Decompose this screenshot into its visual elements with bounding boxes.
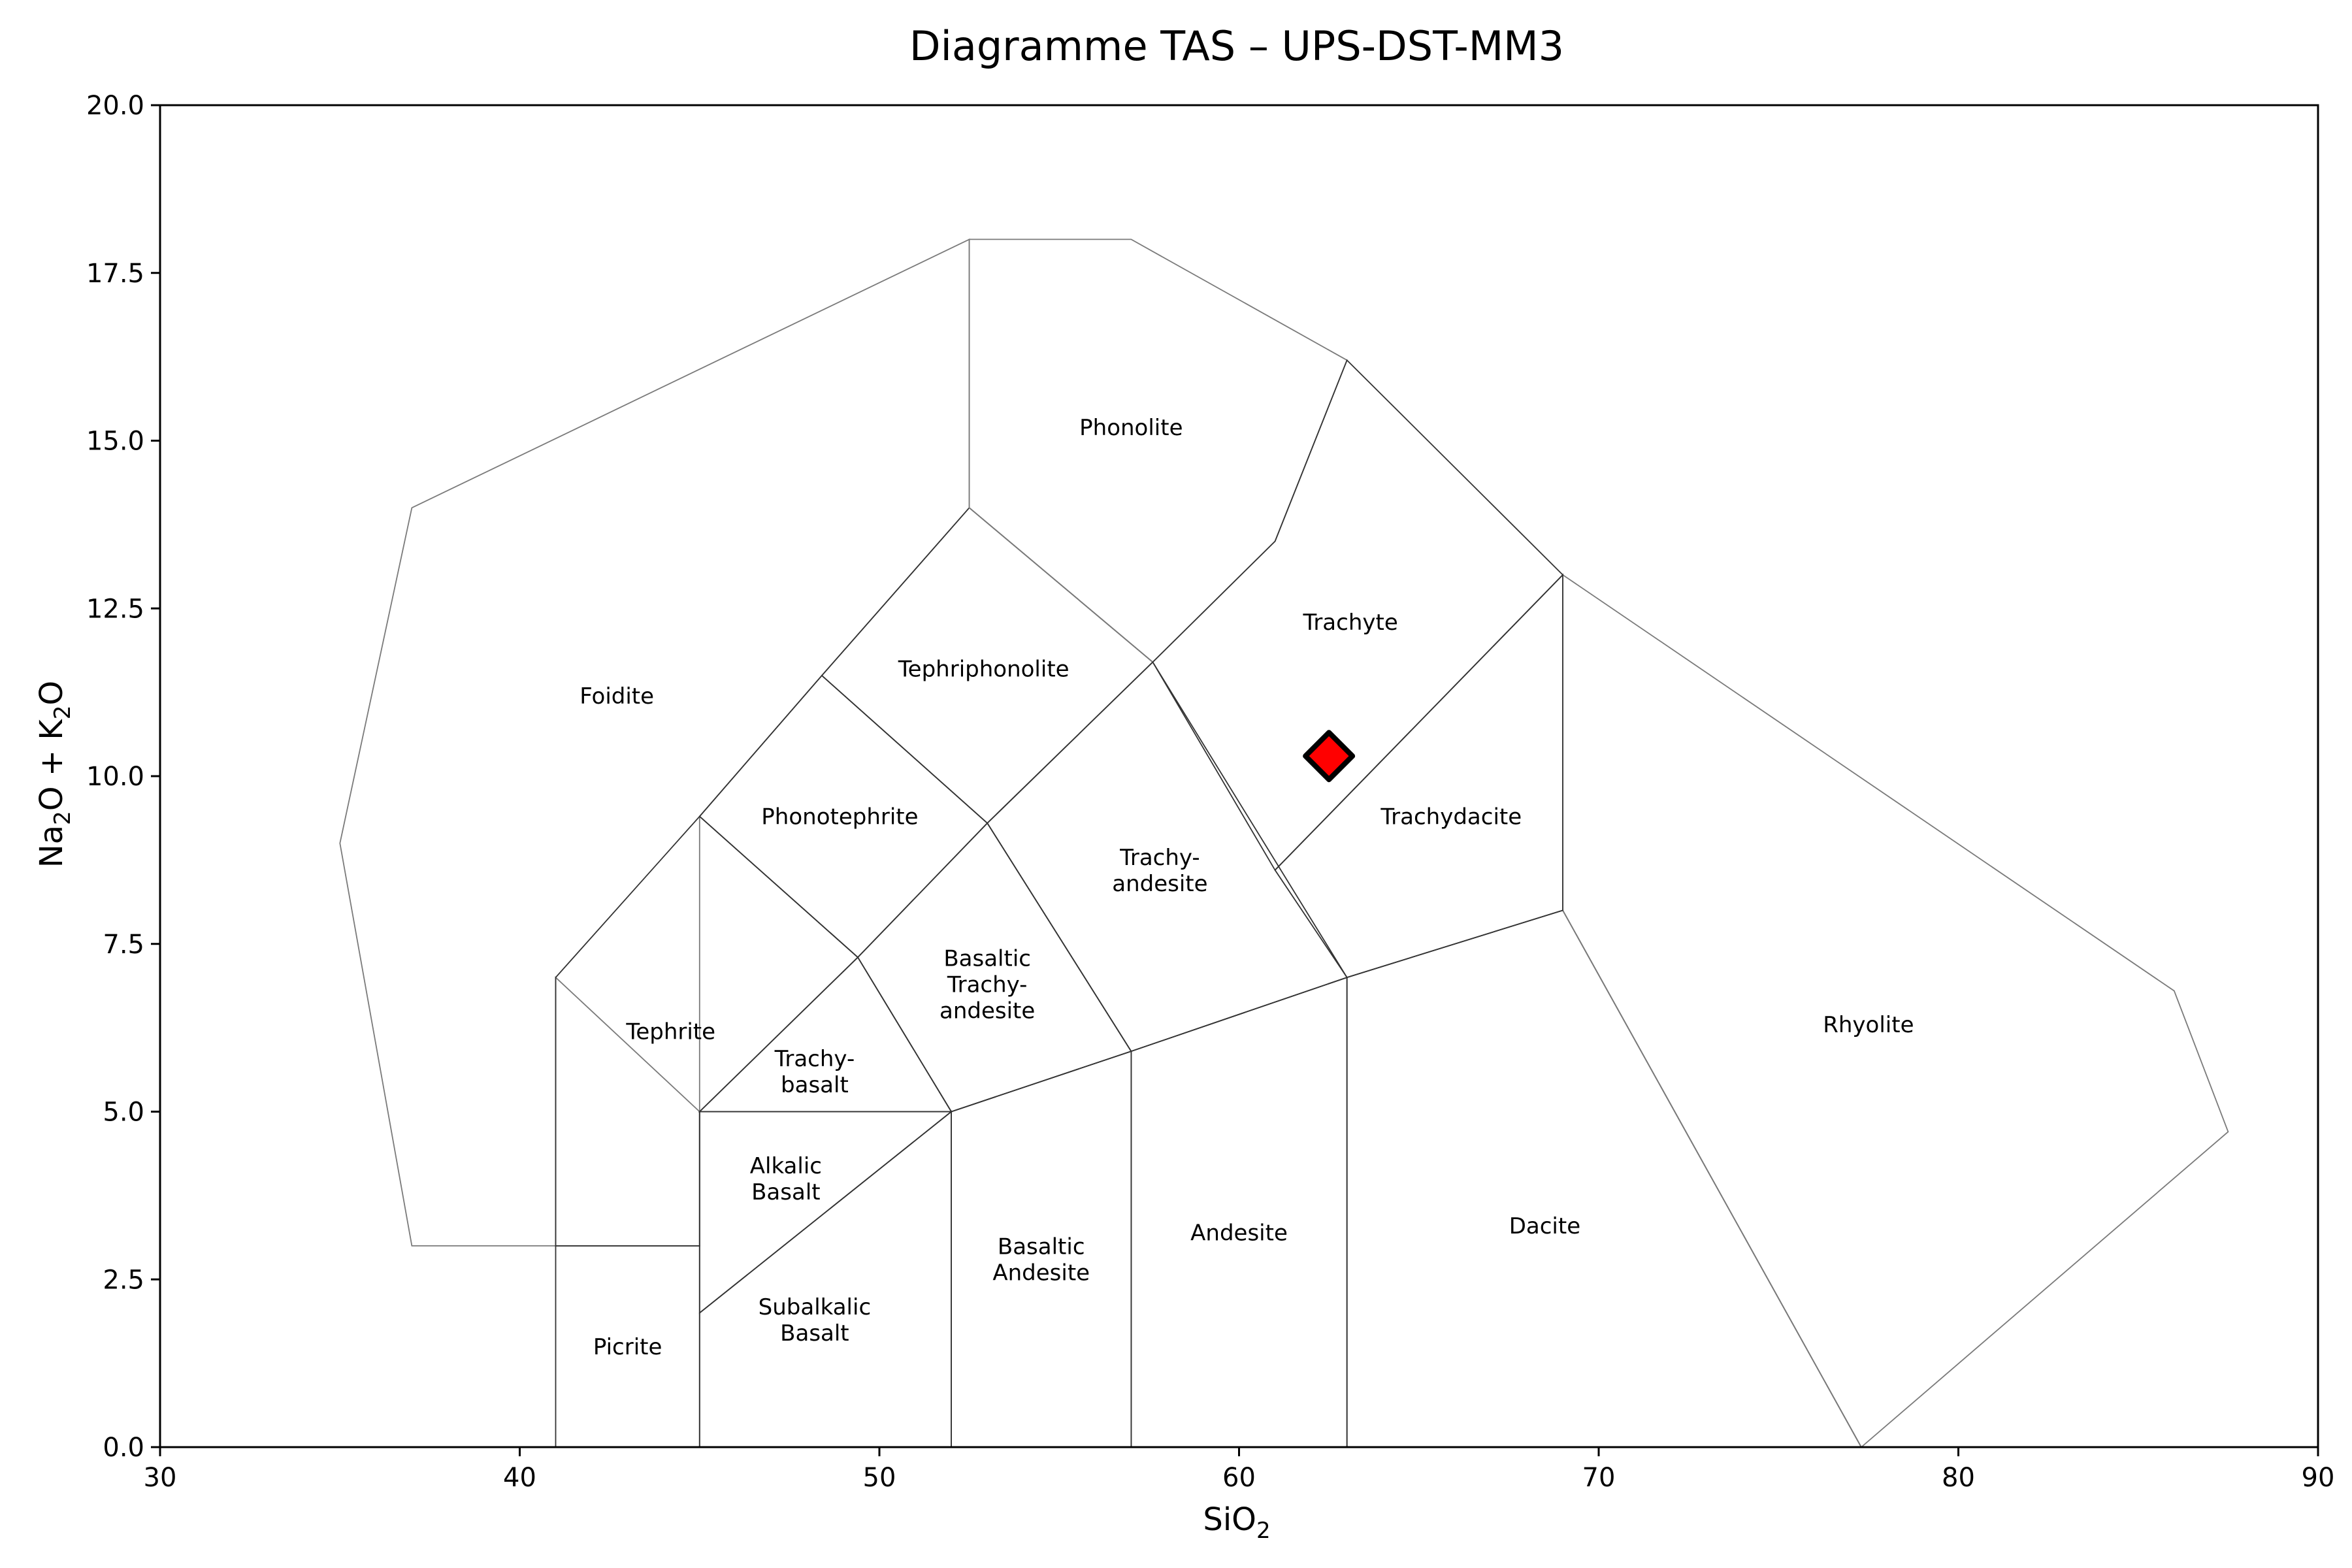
x-label-subscript: 2 [1256,1518,1271,1544]
field-label-picrite: Picrite [593,1334,662,1360]
field-label-tephrite: Tephrite [625,1019,715,1045]
field-label-line: Trachy- [947,972,1028,998]
field-label-line: Basalt [780,1320,849,1347]
x-tick-label: 70 [1582,1463,1616,1493]
field-trachydacite [1274,573,1563,979]
field-label-line: Basalt [751,1179,821,1205]
field-label-line: Subalkalic [759,1294,872,1320]
field-label-line: Trachy- [774,1046,855,1072]
field-label-andesite: Andesite [1190,1220,1288,1246]
y-label-part2: O + K [33,719,70,811]
field-label-line: Alkalic [750,1153,822,1179]
y-axis-ticks: 0.0 2.5 5.0 7.5 10.0 12.5 15.0 17.5 20.0 [86,91,160,1463]
x-axis-label: SiO2 [1203,1501,1270,1544]
x-tick-label: 30 [144,1463,177,1493]
y-tick-label: 0.0 [103,1433,144,1463]
x-label-base: SiO [1203,1501,1256,1538]
classification-fields [339,238,2229,1448]
y-label-part1: Na [33,825,70,868]
y-tick-label: 12.5 [86,594,144,624]
x-tick-label: 40 [503,1463,536,1493]
field-label-line: Basaltic [998,1233,1085,1260]
field-label-line: Tephrite [625,1019,715,1045]
field-label-line: Andesite [992,1260,1090,1286]
x-axis-ticks: 30 40 50 60 70 80 90 [144,1447,2335,1493]
field-label-subalkalic-basalt: Subalkalic Basalt [759,1294,872,1347]
x-tick-label: 90 [2302,1463,2335,1493]
field-dacite [1346,909,1863,1448]
y-label-sub2: 2 [50,706,76,720]
y-tick-label: 5.0 [103,1098,144,1128]
y-label-part3: O [33,681,70,706]
y-tick-label: 7.5 [103,930,144,960]
field-label-phonolite: Phonolite [1079,415,1183,441]
field-label-phonotephrite: Phonotephrite [761,804,918,830]
field-label-line: Dacite [1509,1213,1580,1239]
field-label-line: Basaltic [943,945,1031,972]
field-label-line: basalt [781,1072,849,1098]
field-label-line: Phonolite [1079,415,1183,441]
field-label-trachyte: Trachyte [1303,610,1398,636]
y-axis-label: Na2O + K2O [33,681,76,868]
field-label-trachy-basalt: Trachy-basalt [774,1046,855,1098]
field-rhyolite [1562,574,2229,1448]
y-tick-label: 10.0 [86,762,144,792]
field-andesite [1130,976,1348,1448]
field-label-line: Picrite [593,1334,662,1360]
field-label-dacite: Dacite [1509,1213,1580,1239]
field-label-line: Andesite [1190,1220,1288,1246]
y-tick-label: 20.0 [86,91,144,121]
x-tick-label: 50 [863,1463,896,1493]
field-label-line: andesite [1112,871,1207,897]
y-tick-label: 15.0 [86,427,144,457]
field-label-basaltic-andesite: Basaltic Andesite [992,1233,1090,1286]
chart-title: Diagramme TAS – UPS-DST-MM3 [909,22,1564,70]
field-label-trachy-andesite: Trachy-andesite [1112,845,1207,897]
field-label-line: Trachydacite [1380,804,1522,830]
x-tick-label: 60 [1222,1463,1256,1493]
field-label-alkalic-basalt: Alkalic Basalt [750,1153,822,1205]
field-label-trachydacite: Trachydacite [1380,804,1522,830]
field-label-line: andesite [939,998,1035,1024]
field-foidite [339,238,970,1247]
field-label-basaltic-trachy-andesite: Basaltic Trachy-andesite [939,945,1035,1024]
field-label-line: Trachy- [1119,845,1200,871]
field-label-line: Trachyte [1303,610,1398,636]
field-label-tephriphonolite: Tephriphonolite [898,657,1070,683]
field-label-line: Foidite [580,683,654,710]
x-tick-label: 80 [1942,1463,1975,1493]
y-tick-label: 2.5 [103,1265,144,1295]
field-label-line: Phonotephrite [761,804,918,830]
field-alkalic-basalt [698,1111,953,1315]
field-label-line: Tephriphonolite [898,657,1070,683]
field-trachyte [1152,359,1564,872]
field-subalkalic-basalt [698,1110,952,1448]
field-label-foidite: Foidite [580,683,654,710]
field-label-line: Rhyolite [1823,1012,1914,1038]
y-label-sub1: 2 [50,811,76,825]
field-phonolite [968,238,1348,663]
y-tick-label: 17.5 [86,259,144,289]
sample-point [1303,730,1356,783]
field-label-rhyolite: Rhyolite [1823,1012,1914,1038]
data-points [1303,730,1356,783]
